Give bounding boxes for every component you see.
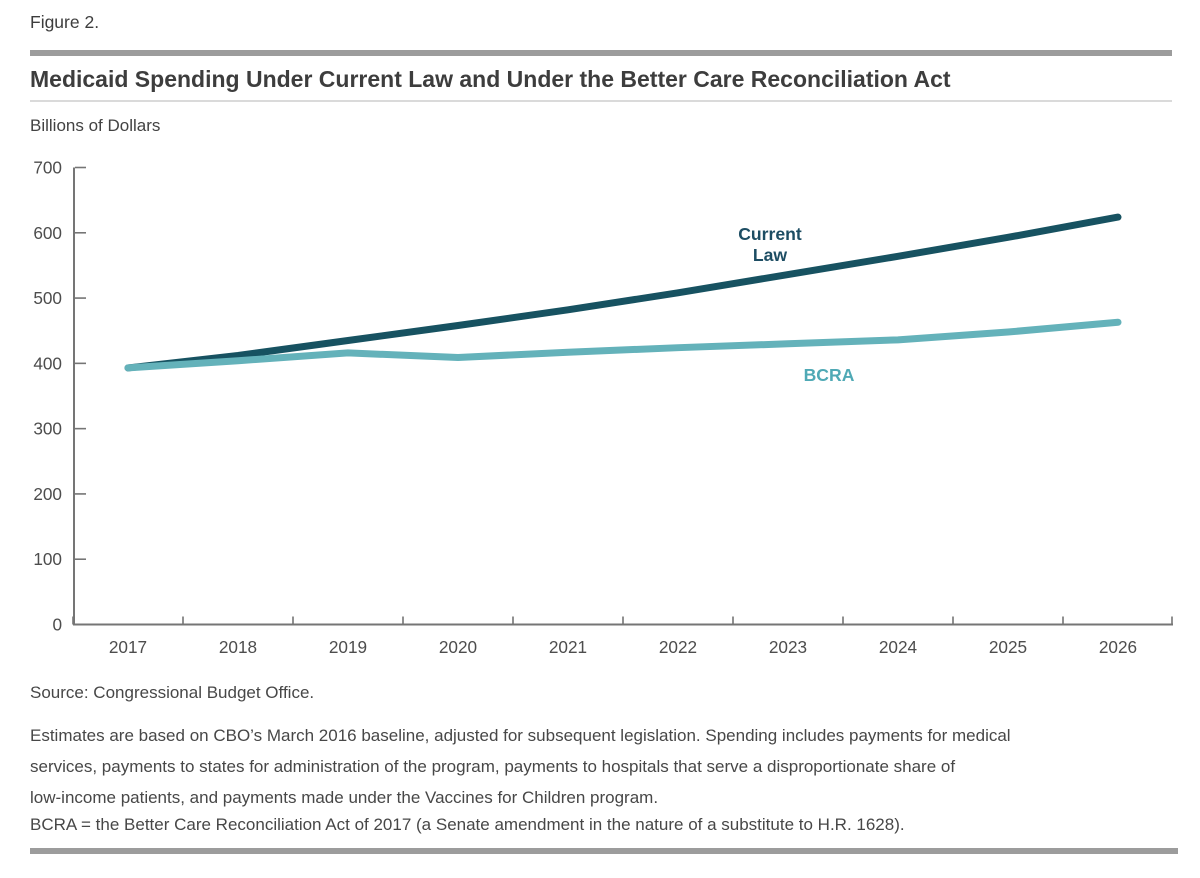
x-tick-label: 2023 (769, 637, 807, 657)
y-tick-label: 300 (33, 419, 62, 439)
y-tick-label: 700 (33, 158, 62, 178)
x-tick-label: 2021 (549, 637, 587, 657)
estimates-note: Estimates are based on CBO’s March 2016 … (30, 720, 1175, 813)
y-tick-label: 500 (33, 288, 62, 308)
series-line-bcra (124, 318, 1122, 372)
footer-rule (30, 848, 1178, 854)
series-label-bcra: BCRA (804, 365, 855, 385)
y-tick-label: 200 (33, 484, 62, 504)
x-tick-label: 2025 (989, 637, 1027, 657)
x-tick-label: 2017 (109, 637, 147, 657)
x-tick-label: 2022 (659, 637, 697, 657)
estimates-note-line: services, payments to states for adminis… (30, 757, 956, 776)
y-tick-label: 100 (33, 549, 62, 569)
x-tick-label: 2020 (439, 637, 477, 657)
title-divider (30, 100, 1172, 102)
series-label-current-law: Law (753, 245, 788, 265)
x-tick-label: 2019 (329, 637, 367, 657)
x-tick-label: 2024 (879, 637, 918, 657)
figure-number-label: Figure 2. (30, 12, 100, 32)
x-tick-label: 2026 (1099, 637, 1137, 657)
y-tick-label: 400 (33, 353, 62, 373)
page-title: Medicaid Spending Under Current Law and … (30, 66, 951, 92)
y-tick-label: 0 (52, 615, 62, 635)
y-axis-units-label: Billions of Dollars (30, 116, 161, 135)
abbreviation-note: BCRA = the Better Care Reconciliation Ac… (30, 815, 905, 834)
y-tick-label: 600 (33, 223, 62, 243)
series-label-current-law: Current (738, 224, 802, 244)
estimates-note-line: low-income patients, and payments made u… (30, 788, 659, 807)
source-note: Source: Congressional Budget Office. (30, 683, 315, 702)
series-line-current-law (124, 213, 1122, 372)
x-tick-label: 2018 (219, 637, 257, 657)
estimates-note-line: Estimates are based on CBO’s March 2016 … (30, 726, 1011, 745)
header-rule (30, 50, 1172, 56)
